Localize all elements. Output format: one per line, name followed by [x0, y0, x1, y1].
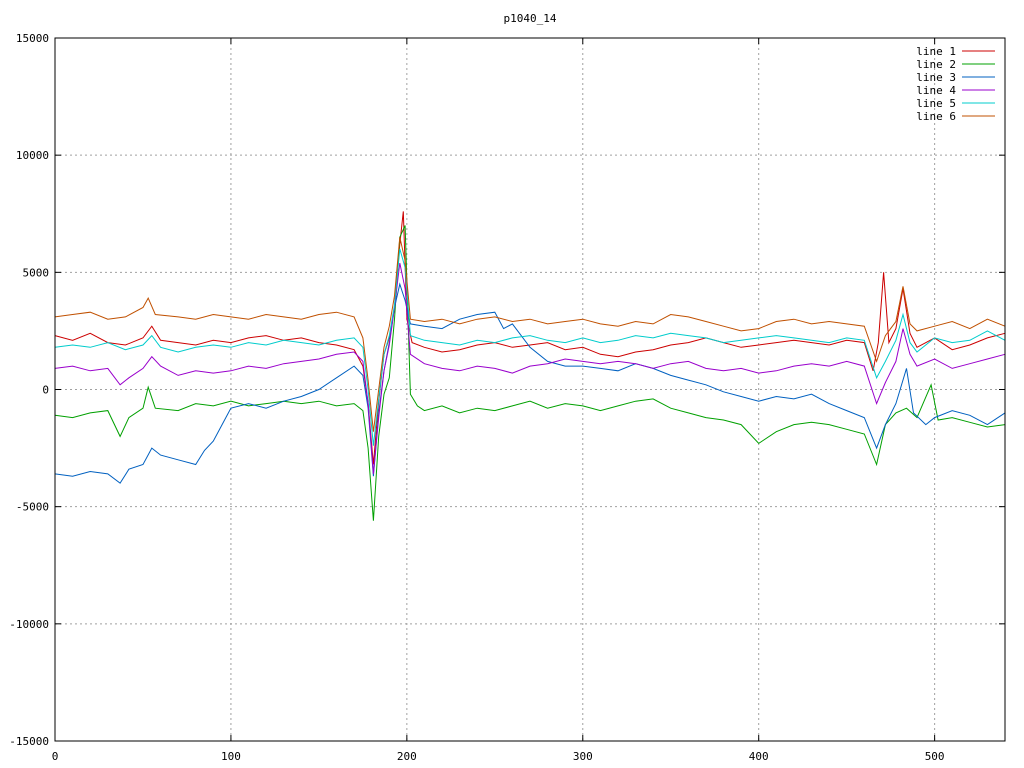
y-tick-label: 15000	[16, 32, 49, 45]
y-tick-label: 0	[42, 384, 49, 397]
y-tick-label: 10000	[16, 149, 49, 162]
y-tick-label: -5000	[16, 501, 49, 514]
legend-label-line-1: line 1	[916, 45, 956, 58]
legend-label-line-3: line 3	[916, 71, 956, 84]
series-line-1	[54, 211, 1006, 465]
series-line-5	[54, 248, 1006, 446]
x-tick-label: 400	[749, 750, 769, 763]
y-tick-label: -15000	[9, 735, 49, 748]
x-tick-label: 300	[573, 750, 593, 763]
x-tick-label: 500	[925, 750, 945, 763]
series-line-2	[54, 225, 1006, 521]
series-lines	[54, 211, 1006, 521]
series-line-3	[54, 282, 1006, 484]
legend-label-line-6: line 6	[916, 110, 956, 123]
y-tick-label: -10000	[9, 618, 49, 631]
chart-title: p1040_14	[504, 12, 557, 25]
legend-label-line-5: line 5	[916, 97, 956, 110]
legend-label-line-2: line 2	[916, 58, 956, 71]
x-tick-label: 200	[397, 750, 417, 763]
x-tick-label: 0	[52, 750, 59, 763]
axes: 0 100 200 300 400 500 15000 10000 5000 0 -5000 -100…	[9, 32, 1005, 763]
x-tick-label: 100	[221, 750, 241, 763]
y-tick-label: 5000	[23, 266, 50, 279]
series-line-4	[54, 262, 1006, 474]
series-line-6	[54, 237, 1006, 432]
gridlines	[55, 38, 1005, 741]
legend-label-line-4: line 4	[916, 84, 956, 97]
